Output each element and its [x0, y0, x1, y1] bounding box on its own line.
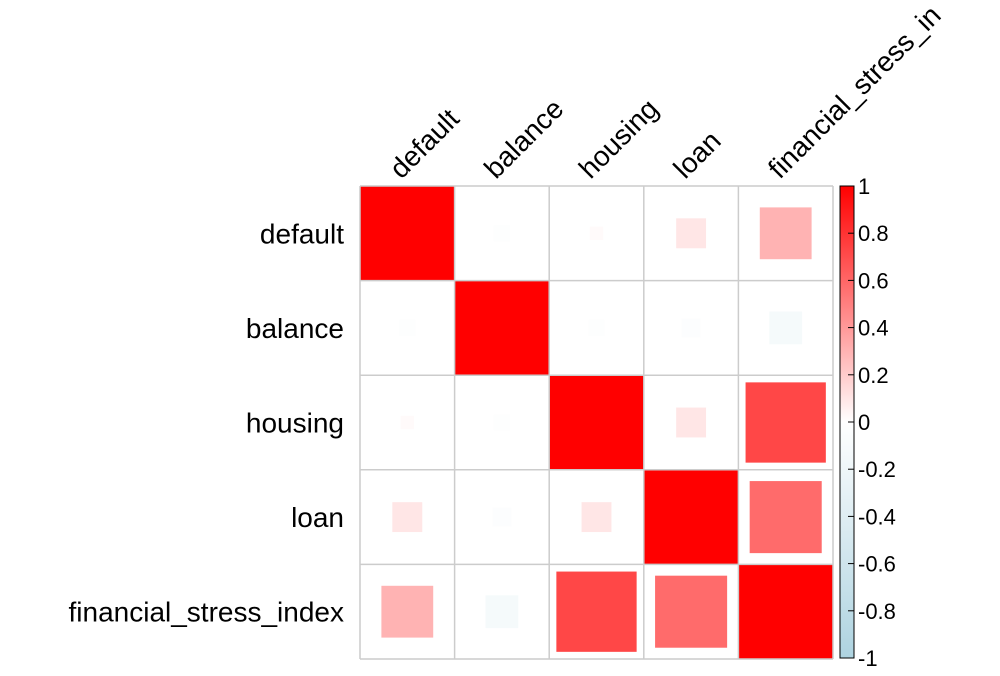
- row-label-financial_stress_index: financial_stress_index: [69, 597, 345, 628]
- colorbar-tick-label: -0.6: [858, 552, 896, 577]
- cell-default-default: [360, 186, 455, 281]
- row-label-housing: housing: [246, 408, 344, 439]
- colorbar-tick-label: -1: [858, 646, 878, 671]
- cell-balance-housing: [588, 319, 605, 337]
- colorbar-tick-label: 0.8: [858, 221, 889, 246]
- row-label-default: default: [260, 218, 344, 249]
- colorbar-tick-label: 1: [858, 174, 870, 199]
- cell-financial_stress_index-housing: [556, 571, 637, 652]
- cell-balance-loan: [681, 318, 701, 338]
- cell-housing-housing: [549, 375, 644, 470]
- cell-default-balance: [493, 225, 511, 242]
- colorbar-tick-label: 0: [858, 410, 870, 435]
- colorbar-tick-label: -0.2: [858, 457, 896, 482]
- cell-loan-default: [392, 502, 423, 533]
- column-label-layer: default balance housing loan financial_stres…: [384, 0, 947, 184]
- colorbar-tick-label: 0.2: [858, 363, 889, 388]
- column-label-balance: balance: [478, 93, 569, 184]
- row-label-loan: loan: [291, 502, 344, 533]
- grid-layer: [359, 185, 834, 660]
- cell-financial_stress_index-balance: [485, 595, 519, 629]
- cell-loan-housing: [581, 502, 612, 533]
- cell-loan-balance: [492, 507, 512, 527]
- row-label-layer: default balance housing loan financial_stres…: [69, 218, 345, 627]
- column-label-housing: housing: [573, 93, 664, 184]
- colorbar: -1 -0.8 -0.6 -0.4 -0.2 0 0.2 0.4 0.6 0.8 1: [839, 174, 896, 671]
- cell-housing-loan: [676, 407, 707, 438]
- colorbar-tick-label: -0.4: [858, 504, 896, 529]
- cell-financial_stress_index-financial_stress_index: [738, 564, 833, 659]
- cell-default-loan: [676, 218, 707, 249]
- cell-financial_stress_index-loan: [655, 575, 728, 648]
- cell-balance-financial_stress_index: [769, 311, 803, 345]
- column-label-default: default: [384, 103, 466, 185]
- cell-default-financial_stress_index: [759, 207, 812, 260]
- column-label-loan: loan: [667, 125, 726, 184]
- cell-housing-financial_stress_index: [745, 382, 826, 463]
- cell-loan-financial_stress_index: [749, 481, 822, 554]
- cell-loan-loan: [643, 469, 739, 565]
- colorbar-tick-label: -0.8: [858, 599, 896, 624]
- cell-financial_stress_index-default: [381, 585, 434, 638]
- colorbar-tick-label: 0.4: [858, 316, 889, 341]
- cell-balance-default: [399, 319, 416, 337]
- colorbar-tick-label: 0.6: [858, 268, 889, 293]
- cell-default-housing: [589, 226, 604, 240]
- column-label-financial_stress_index: financial_stress_in: [762, 0, 947, 184]
- cell-layer: [360, 186, 833, 659]
- cell-housing-balance: [493, 414, 511, 431]
- cell-housing-default: [400, 415, 414, 430]
- cell-balance-balance: [454, 280, 550, 376]
- row-label-balance: balance: [246, 313, 344, 344]
